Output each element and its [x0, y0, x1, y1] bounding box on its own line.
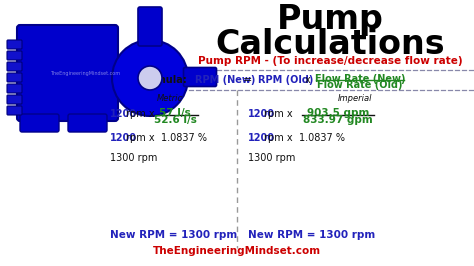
Text: 903.5 gpm: 903.5 gpm [307, 108, 369, 118]
FancyBboxPatch shape [7, 73, 22, 82]
FancyBboxPatch shape [7, 95, 22, 104]
Text: 1300 rpm: 1300 rpm [248, 153, 295, 163]
Text: 1200: 1200 [248, 133, 275, 143]
Text: rpm x: rpm x [126, 109, 155, 119]
Text: 1200: 1200 [248, 109, 275, 119]
Circle shape [112, 40, 188, 116]
Text: 1300 rpm: 1300 rpm [110, 153, 157, 163]
Text: x: x [305, 75, 311, 85]
Text: Flow Rate (New): Flow Rate (New) [315, 74, 405, 84]
Circle shape [138, 66, 162, 90]
FancyBboxPatch shape [7, 106, 22, 115]
Text: rpm x: rpm x [264, 109, 292, 119]
Text: Formula:: Formula: [138, 75, 187, 85]
Text: 1.0837 %: 1.0837 % [161, 133, 207, 143]
Text: Pump: Pump [276, 3, 383, 36]
Text: 1200: 1200 [110, 133, 137, 143]
FancyBboxPatch shape [183, 68, 217, 86]
Text: TheEngineeringMindset.com: TheEngineeringMindset.com [50, 70, 120, 76]
Text: Calculations: Calculations [215, 28, 445, 61]
Text: rpm x: rpm x [126, 133, 155, 143]
Text: 1.0837 %: 1.0837 % [299, 133, 345, 143]
Text: =: = [243, 75, 253, 85]
FancyBboxPatch shape [7, 62, 22, 71]
FancyBboxPatch shape [20, 114, 59, 132]
Text: 57 l/s: 57 l/s [159, 108, 191, 118]
Text: New RPM = 1300 rpm: New RPM = 1300 rpm [110, 230, 237, 240]
Text: 52.6 l/s: 52.6 l/s [154, 115, 196, 125]
FancyBboxPatch shape [7, 84, 22, 93]
Text: RPM (Old): RPM (Old) [258, 75, 313, 85]
Text: 1200: 1200 [110, 109, 137, 119]
FancyBboxPatch shape [17, 25, 118, 121]
Text: TheEngineeringMindset.com: TheEngineeringMindset.com [153, 246, 321, 256]
Text: Imperial: Imperial [338, 94, 372, 103]
Text: Flow Rate (Old): Flow Rate (Old) [317, 80, 403, 90]
FancyBboxPatch shape [138, 7, 162, 46]
Text: rpm x: rpm x [264, 133, 292, 143]
Text: Pump RPM - (To increase/decrease flow rate): Pump RPM - (To increase/decrease flow ra… [198, 56, 462, 66]
FancyBboxPatch shape [7, 51, 22, 60]
Text: Metric: Metric [157, 94, 183, 103]
FancyBboxPatch shape [68, 114, 107, 132]
Text: 833.97 gpm: 833.97 gpm [303, 115, 373, 125]
FancyBboxPatch shape [7, 40, 22, 49]
Text: New RPM = 1300 rpm: New RPM = 1300 rpm [248, 230, 375, 240]
Text: RPM (New): RPM (New) [195, 75, 255, 85]
